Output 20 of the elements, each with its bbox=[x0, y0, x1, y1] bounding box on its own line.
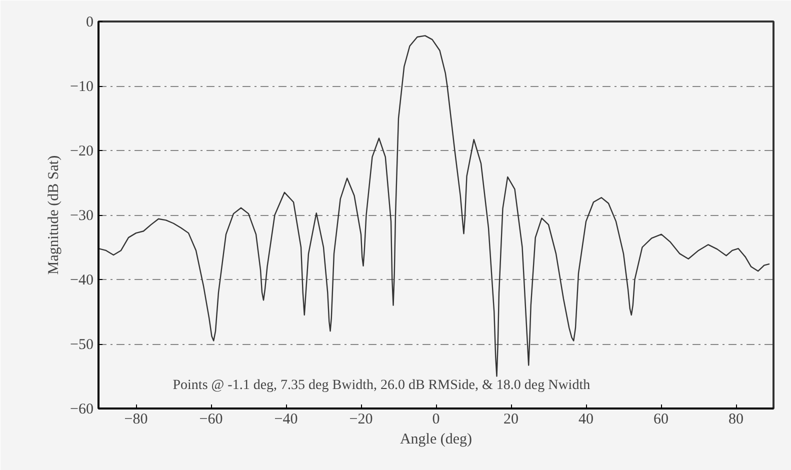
y-tick-label: 0 bbox=[86, 14, 94, 30]
y-tick-label: −40 bbox=[70, 272, 94, 288]
x-tick-label: 40 bbox=[578, 412, 594, 428]
y-tick-label: −60 bbox=[70, 402, 94, 418]
y-tick-label: −30 bbox=[70, 208, 94, 224]
x-tick-label: 60 bbox=[654, 412, 668, 428]
x-tick-label: 80 bbox=[728, 412, 744, 428]
x-axis-title: Angle (deg) bbox=[400, 432, 472, 448]
x-tick-label: 0 bbox=[432, 412, 440, 428]
x-tick-label: 20 bbox=[504, 412, 518, 428]
line-series bbox=[98, 35, 770, 377]
x-tick-label: −20 bbox=[349, 412, 373, 428]
y-tick-label: −10 bbox=[70, 79, 94, 95]
x-tick-label: −60 bbox=[199, 412, 223, 428]
annotation: Points @ -1.1 deg, 7.35 deg Bwidth, 26.0 dB RMSide, & 18.0 deg Nwidth bbox=[172, 378, 590, 393]
y-tick-label: −50 bbox=[70, 337, 94, 353]
y-axis-title: Magnitude (dB Sat) bbox=[46, 155, 62, 275]
y-tick-label: −20 bbox=[70, 144, 94, 160]
x-tick-label: −80 bbox=[124, 412, 148, 428]
x-tick-label: −40 bbox=[274, 412, 298, 428]
